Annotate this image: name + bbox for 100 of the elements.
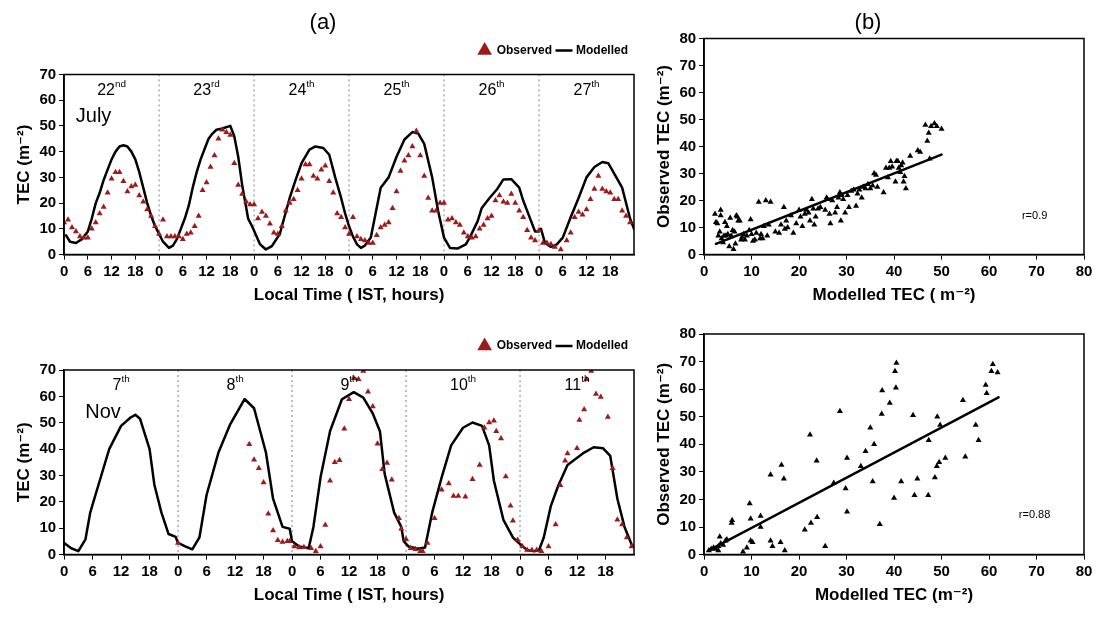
- chart-title: (b): [854, 9, 882, 35]
- x-tick-label: 12: [293, 261, 310, 279]
- x-tick-label: 6: [273, 261, 282, 279]
- x-tick-label: 6: [368, 261, 377, 279]
- x-tick-label: 0: [699, 561, 709, 579]
- x-tick-label: 6: [558, 261, 567, 279]
- y-axis-title: Observed TEC (m⁻²): [653, 362, 673, 526]
- x-tick-label: 12: [454, 561, 472, 579]
- y-tick-label: 60: [39, 386, 57, 404]
- legend-label: Modelled: [576, 338, 629, 353]
- x-tick-label: 18: [601, 261, 619, 279]
- x-tick-label: 6: [316, 561, 325, 579]
- x-tick-label: 12: [340, 561, 358, 579]
- y-tick-label: 20: [39, 193, 57, 211]
- x-tick-label: 80: [1075, 561, 1093, 579]
- x-tick-label: 12: [103, 261, 120, 279]
- y-axis-title: Observed TEC (m⁻²): [653, 65, 673, 228]
- y-axis-title: TEC (m⁻²): [13, 124, 33, 205]
- annotation: r=0.9: [1021, 208, 1048, 221]
- x-tick-label: 12: [226, 561, 244, 579]
- x-tick-label: 12: [388, 261, 405, 279]
- x-tick-label: 10: [743, 261, 760, 279]
- x-tick-label: 70: [1028, 561, 1045, 579]
- y-tick-label: 20: [679, 190, 697, 208]
- x-tick-label: 30: [838, 561, 855, 579]
- y-tick-label: 60: [679, 379, 697, 397]
- x-tick-label: 18: [221, 261, 239, 279]
- x-tick-label: 6: [430, 561, 439, 579]
- x-tick-label: 6: [463, 261, 472, 279]
- y-tick-label: 20: [39, 492, 57, 509]
- y-tick-label: 10: [39, 219, 57, 236]
- y-tick-label: 0: [687, 244, 697, 262]
- x-tick-label: 6: [178, 261, 187, 279]
- y-tick-label: 20: [679, 489, 697, 507]
- x-tick-label: 12: [568, 561, 586, 579]
- y-tick-label: 30: [39, 465, 57, 483]
- x-tick-label: 18: [506, 261, 524, 279]
- x-tick-label: 0: [699, 261, 709, 279]
- x-tick-label: 6: [83, 261, 92, 279]
- x-tick-label: 18: [369, 561, 386, 579]
- legend-label: Observed: [496, 338, 552, 353]
- x-tick-label: 20: [790, 561, 808, 579]
- legend-label: Observed: [496, 42, 552, 57]
- x-tick-label: 0: [515, 561, 525, 579]
- x-axis-title: Modelled TEC ( m⁻²): [812, 285, 976, 305]
- y-tick-label: 40: [39, 141, 57, 159]
- x-tick-label: 40: [885, 561, 903, 579]
- y-tick-label: 80: [679, 28, 697, 46]
- x-tick-label: 18: [597, 561, 614, 579]
- y-tick-label: 70: [39, 360, 57, 378]
- y-tick-label: 70: [679, 351, 697, 369]
- x-tick-label: 18: [483, 561, 500, 579]
- y-tick-label: 0: [47, 244, 57, 262]
- x-tick-label: 6: [88, 561, 97, 579]
- y-tick-label: 40: [679, 434, 697, 452]
- y-axis-title: TEC (m⁻²): [13, 422, 33, 503]
- y-tick-label: 30: [679, 163, 697, 181]
- y-tick-label: 10: [39, 518, 57, 536]
- x-axis-title: Local Time ( IST, hours): [253, 285, 445, 305]
- x-tick-label: 18: [316, 261, 334, 279]
- y-tick-label: 10: [679, 217, 697, 235]
- y-tick-label: 50: [39, 116, 57, 134]
- y-tick-label: 40: [39, 439, 57, 457]
- y-tick-label: 30: [679, 462, 697, 480]
- x-tick-label: 60: [980, 261, 998, 279]
- x-tick-label: 12: [578, 261, 595, 279]
- x-tick-label: 0: [154, 261, 164, 279]
- x-tick-label: 40: [885, 261, 903, 279]
- x-tick-label: 18: [126, 261, 144, 279]
- x-tick-label: 6: [202, 561, 211, 579]
- y-tick-label: 10: [679, 517, 697, 535]
- x-tick-label: 0: [401, 561, 411, 579]
- x-tick-label: 0: [287, 561, 297, 579]
- y-tick-label: 80: [679, 324, 697, 342]
- x-tick-label: 70: [1028, 261, 1045, 279]
- y-tick-label: 0: [687, 544, 697, 562]
- y-tick-label: 60: [39, 90, 57, 108]
- x-axis-title: Modelled TEC (m⁻²): [814, 585, 974, 605]
- x-tick-label: 0: [249, 261, 259, 279]
- y-tick-label: 70: [679, 55, 697, 73]
- x-tick-label: 30: [838, 261, 855, 279]
- legend-label: Modelled: [576, 42, 629, 57]
- x-tick-label: 18: [255, 561, 272, 579]
- x-tick-label: 60: [980, 561, 998, 579]
- y-tick-label: 50: [39, 412, 57, 430]
- x-tick-label: 12: [112, 561, 130, 579]
- x-tick-label: 0: [59, 561, 69, 579]
- y-tick-label: 40: [679, 136, 697, 154]
- x-tick-label: 18: [411, 261, 429, 279]
- x-tick-label: 0: [344, 261, 354, 279]
- y-tick-label: 50: [679, 406, 697, 424]
- annotation: July: [75, 103, 112, 126]
- x-tick-label: 0: [173, 561, 183, 579]
- x-tick-label: 12: [198, 261, 215, 279]
- y-tick-label: 60: [679, 82, 697, 100]
- annotation: Nov: [85, 399, 121, 422]
- x-tick-label: 6: [544, 561, 553, 579]
- x-tick-label: 0: [59, 261, 69, 279]
- x-tick-label: 50: [933, 261, 950, 279]
- chart-title: (a): [309, 9, 337, 35]
